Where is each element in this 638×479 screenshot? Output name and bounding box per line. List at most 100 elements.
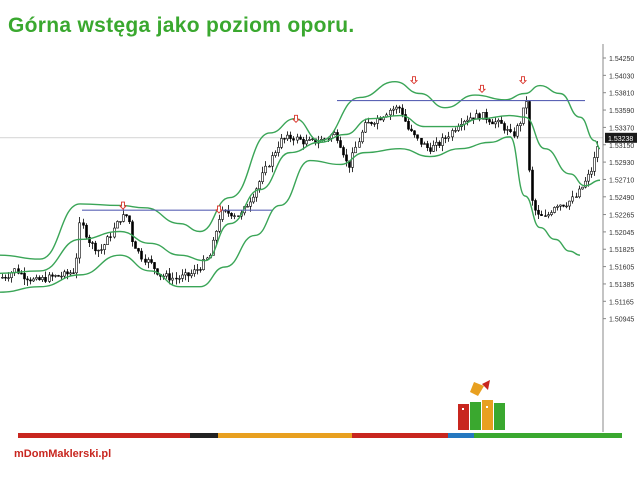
candle-body [255,188,258,198]
candle-body [184,272,187,276]
candle-body [277,147,280,153]
candle-body [339,140,342,148]
candle-body [497,119,500,123]
candle-body [181,274,184,279]
footer-segment [352,433,448,438]
candle-body [565,205,568,208]
down-arrow-icon [118,201,128,210]
candle-body [196,269,199,271]
candle-body [469,117,472,121]
candle-body [292,138,295,141]
candle-body [280,138,283,148]
candle-body [308,139,311,141]
candle-body [590,171,593,175]
bollinger-bands-layer [0,80,601,293]
candle-body [4,277,7,279]
candle-body [432,145,435,152]
candle-body [506,129,509,131]
candle-body [370,121,373,125]
price-tick-label: 1.52710 [609,177,634,184]
candle-body [373,123,376,125]
candle-body [106,236,109,245]
candle-body [233,215,236,217]
price-axis: 1.54250 1.54030 1.53810 1.53590 1.53370 1.531… [602,44,637,432]
candle-body [237,215,240,217]
candle-body [116,221,119,229]
candle-body [227,210,230,214]
price-tick-label: 1.52930 [609,160,634,167]
signal-arrows-layer [118,76,528,214]
resistance-lines-layer [82,99,585,211]
candle-body [150,259,153,263]
candle-body [389,109,392,116]
candle-body [441,137,444,146]
price-tick-label: 1.53150 [609,143,634,150]
candle-body [109,236,112,238]
candle-body [32,278,35,282]
price-tick-label: 1.53810 [609,91,634,98]
price-tick-label: 1.51605 [609,265,634,272]
candle-body [392,108,395,111]
price-tick-label: 1.53590 [609,108,634,115]
candle-body [513,131,516,137]
candle-body [376,118,379,124]
price-tick-label: 1.54250 [609,56,634,63]
candle-body [82,222,85,226]
bollinger-lower-band [0,136,581,293]
bollinger-upper-band [0,80,601,260]
candle-body [345,154,348,162]
candle-body [361,131,364,143]
candle-body [134,241,137,249]
candle-body [420,137,423,145]
candle-body [451,130,454,138]
candle-body [212,239,215,256]
candle-body [252,196,255,203]
price-tick-label: 1.51825 [609,247,634,254]
logo-text: mDomMaklerski.pl [14,448,112,460]
candle-body [516,125,519,137]
candle-body [153,262,156,269]
candle-body [29,279,32,282]
candle-body [1,277,4,279]
footer-segment [448,433,474,438]
candle-body [94,242,97,252]
bollinger-middle-band [0,114,601,274]
candle-body [289,134,292,139]
candle-body [202,259,205,270]
candle-body [544,215,547,217]
candle-body [429,147,432,152]
candle-body [66,271,69,275]
candle-body [454,130,457,132]
candle-body [23,273,26,280]
price-tick-label: 1.54030 [609,73,634,80]
candle-body [193,269,196,274]
candle-body [509,129,512,132]
candle-body [268,165,271,168]
down-arrow-icon [291,114,301,123]
candle-body [559,204,562,207]
candle-body [75,257,78,274]
candle-body [416,134,419,139]
candle-body [128,215,131,223]
candle-body [522,107,525,124]
candle-body [540,214,543,217]
candle-body [354,146,357,154]
candle-body [491,121,494,125]
candle-body [581,186,584,190]
candle-body [457,126,460,131]
brand-bars-icon [458,380,505,430]
candle-body [305,140,308,145]
candle-body [97,249,100,252]
price-tick-label: 1.52045 [609,230,634,237]
candle-body [63,271,66,277]
candle-body [258,181,261,190]
candle-body [364,122,367,133]
price-tick-label: 1.50945 [609,317,634,324]
candle-body [302,139,305,145]
candle-body [485,112,488,120]
candle-body [299,136,302,140]
candle-body [215,230,218,241]
candle-body [311,138,314,140]
price-tick-label: 1.51165 [609,299,634,306]
candle-body [534,200,537,211]
